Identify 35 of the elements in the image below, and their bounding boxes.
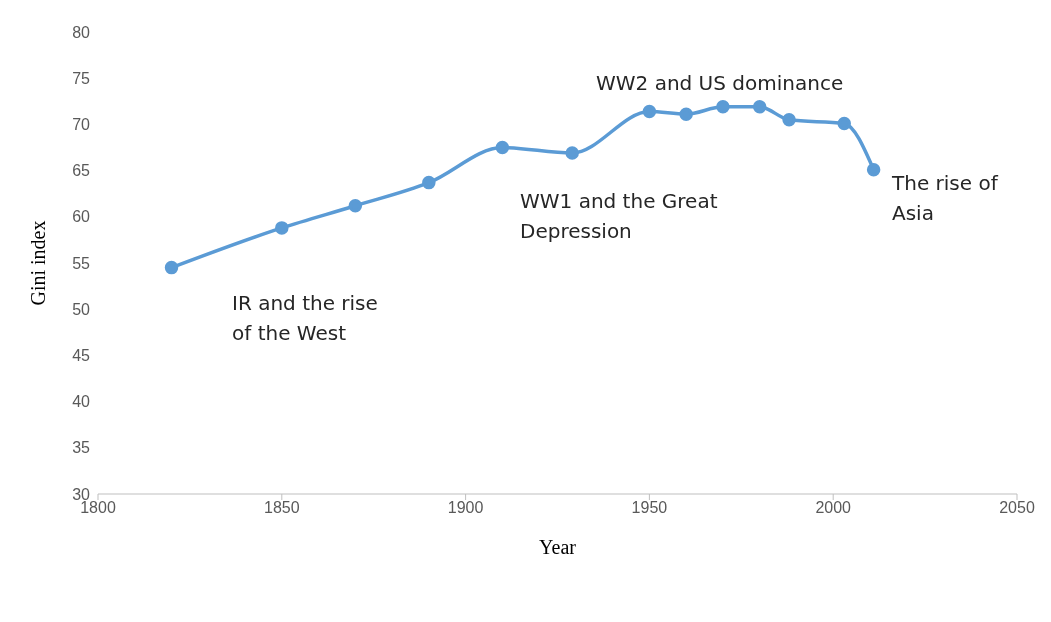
y-tick-label: 50 — [72, 300, 91, 318]
y-tick-label: 40 — [72, 393, 91, 411]
y-tick-label: 60 — [72, 208, 91, 226]
annotation: The rise of Asia — [892, 170, 1000, 227]
y-tick-label: 45 — [72, 347, 91, 365]
y-tick-label: 70 — [72, 116, 91, 134]
point — [642, 104, 657, 119]
annotation: WW1 and the Great Depression — [520, 188, 719, 245]
point — [565, 146, 579, 160]
annotation: IR and the rise of the West — [232, 290, 379, 347]
point — [716, 100, 730, 114]
point — [837, 116, 851, 131]
x-tick-label: 1800 — [80, 499, 116, 517]
y-axis-title: Gini index — [27, 220, 50, 306]
x-tick-label: 1850 — [264, 499, 300, 517]
x-axis-title: Year — [539, 536, 577, 558]
x-tick-label: 1950 — [631, 499, 668, 517]
point — [495, 140, 510, 155]
y-tick-label: 55 — [72, 254, 91, 272]
y-tick-label: 65 — [72, 162, 91, 180]
y-tick-label: 75 — [72, 69, 91, 87]
x-tick-label: 1900 — [447, 499, 484, 517]
point — [348, 198, 363, 213]
point — [752, 100, 767, 114]
point — [422, 175, 436, 190]
point — [866, 162, 881, 177]
y-tick-label: 35 — [72, 439, 91, 457]
annotation: WW2 and US dominance — [596, 70, 845, 97]
x-tick-label: 2050 — [999, 499, 1035, 517]
x-tick-label: 2000 — [815, 499, 852, 517]
point — [164, 260, 179, 275]
y-tick-label: 80 — [72, 23, 91, 41]
point — [275, 221, 289, 235]
point — [782, 113, 796, 127]
point — [679, 107, 693, 121]
